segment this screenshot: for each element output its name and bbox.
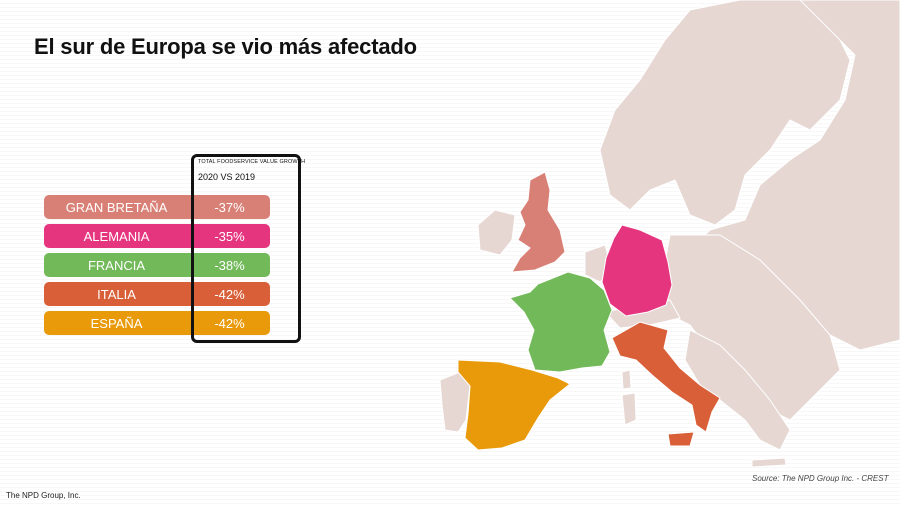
map-germany <box>601 224 673 317</box>
map-sardinia <box>621 392 637 426</box>
table-period: 2020 VS 2019 <box>198 172 256 182</box>
row-value: -37% <box>214 199 245 215</box>
row-spain: ESPAÑA -42% <box>44 311 270 335</box>
map-scandinavia <box>599 0 851 226</box>
page-title: El sur de Europa se vio más afectado <box>34 34 417 59</box>
row-country: ALEMANIA <box>83 228 150 244</box>
map-france <box>509 271 613 373</box>
highlight-box <box>191 154 301 343</box>
row-country: ESPAÑA <box>90 315 143 331</box>
row-germany: ALEMANIA -35% <box>44 224 270 248</box>
row-value: -35% <box>214 228 245 244</box>
map-sicily <box>667 431 695 447</box>
map-spain <box>457 359 571 451</box>
row-italy: ITALIA -42% <box>44 282 270 306</box>
source-note: Source: The NPD Group Inc. - CREST <box>752 474 889 483</box>
company-credit: The NPD Group, Inc. <box>6 491 81 500</box>
row-value: -42% <box>214 315 245 331</box>
row-country: ITALIA <box>97 286 136 302</box>
map-great-britain <box>511 171 566 273</box>
map-corsica <box>621 369 632 390</box>
map-balkans <box>684 329 791 451</box>
row-country: FRANCIA <box>87 257 146 273</box>
row-value: -42% <box>214 286 245 302</box>
table-header: TOTAL FOODSERVICE VALUE GROWTH <box>198 159 306 165</box>
row-france: FRANCIA -38% <box>44 253 270 277</box>
row-great-britain: GRAN BRETAÑA -37% <box>44 195 270 219</box>
map-italy <box>611 321 721 433</box>
map-crete <box>751 457 787 468</box>
map-ireland <box>477 209 516 256</box>
row-value: -38% <box>214 257 245 273</box>
row-country: GRAN BRETAÑA <box>65 199 168 215</box>
